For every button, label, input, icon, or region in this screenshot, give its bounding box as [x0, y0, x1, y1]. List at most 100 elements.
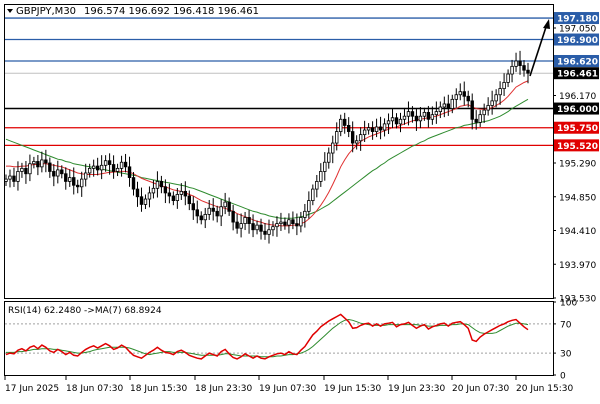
level-badge-bg	[554, 33, 599, 46]
candle-body	[28, 163, 32, 175]
time-tick-label: 17 Jun 2025	[5, 384, 59, 394]
candle-body	[143, 198, 148, 205]
candle-body	[494, 94, 498, 102]
candle-body	[219, 206, 223, 217]
candle-body	[243, 217, 247, 224]
candle-body	[343, 118, 347, 126]
candle-body	[446, 103, 451, 109]
candle-body	[295, 223, 299, 227]
candle-body	[510, 65, 514, 75]
main-panel-frame	[4, 4, 554, 299]
level-badges: 197.180 196.900 196.620 196.000 195.750 195.5…	[554, 12, 599, 152]
candle-body	[255, 224, 259, 231]
candle-body	[40, 159, 44, 168]
candle-body	[52, 171, 56, 177]
candle-body	[36, 161, 40, 168]
level-badge-bg	[554, 54, 599, 67]
candle-body	[434, 111, 439, 116]
price-levels	[5, 17, 553, 147]
time-tick-label: 18 Jun 07:30	[66, 384, 123, 394]
level-badge-bg	[554, 139, 599, 152]
candle-body	[490, 100, 494, 106]
time-tick-label: 20 Jun 15:30	[516, 384, 573, 394]
candle-body	[83, 172, 88, 180]
candle-body	[275, 223, 279, 228]
candle-body	[211, 207, 215, 212]
price-tick-label: 195.290	[559, 160, 596, 170]
candles-layer	[4, 50, 530, 244]
ma-fast-line	[6, 80, 529, 227]
price-tick-label: 193.530	[559, 295, 596, 305]
candle-body	[279, 221, 283, 224]
candle-body	[458, 91, 462, 96]
candle-body	[526, 69, 530, 74]
candle-body	[394, 117, 399, 125]
candle-body	[442, 103, 447, 108]
candle-body	[378, 126, 383, 131]
candle-body	[482, 109, 486, 116]
candle-body	[207, 207, 211, 215]
time-tick-label: 19 Jun 07:30	[259, 384, 316, 394]
candle-body	[20, 167, 24, 172]
candle-body	[135, 188, 140, 198]
candle-body	[163, 186, 168, 194]
candle-body	[60, 169, 64, 175]
candle-body	[203, 213, 207, 221]
candle-body	[215, 210, 219, 217]
current-price-badge-bg	[554, 67, 599, 80]
trend-arrow	[529, 19, 550, 77]
candle-body	[251, 223, 255, 231]
candle-body	[48, 162, 52, 172]
candle-body	[183, 190, 188, 197]
candle-body	[131, 177, 136, 190]
candle-body	[16, 171, 20, 182]
candle-body	[486, 105, 490, 111]
candle-body	[56, 169, 60, 177]
candle-body	[478, 114, 482, 123]
candle-body	[414, 115, 419, 122]
candle-body	[8, 175, 12, 180]
candle-body	[271, 226, 275, 231]
candle-body	[76, 184, 80, 188]
candle-body	[263, 230, 267, 235]
candle-body	[291, 219, 295, 224]
candle-body	[231, 210, 235, 223]
rsi-tick-label: 70	[560, 320, 572, 330]
candle-body	[80, 178, 84, 188]
candle-body	[147, 192, 152, 200]
header-symbol: GBPJPY,M30	[16, 6, 76, 17]
candle-body	[44, 159, 48, 164]
candle-body	[155, 181, 160, 189]
candle-body	[299, 217, 303, 227]
candle-body	[366, 127, 371, 131]
trend-arrow-line	[529, 23, 548, 77]
candle-body	[72, 177, 76, 186]
candle-body	[179, 190, 184, 195]
candle-body	[247, 217, 251, 224]
price-tick-label: 194.850	[559, 193, 596, 203]
candle-body	[358, 134, 363, 142]
current-price-badge-label: 196.461	[557, 70, 598, 80]
candle-body	[315, 181, 319, 190]
candle-body	[390, 117, 395, 122]
candle-body	[107, 160, 112, 165]
candle-body	[402, 115, 407, 120]
level-badge-label: 196.620	[557, 57, 598, 67]
level-badge-label: 195.520	[557, 142, 598, 152]
candle-body	[199, 215, 203, 221]
candle-body	[422, 111, 427, 117]
collapse-triangle-icon[interactable]	[7, 9, 13, 13]
candle-body	[311, 188, 315, 201]
candle-body	[171, 195, 176, 201]
candle-body	[354, 140, 359, 144]
candle-body	[462, 91, 466, 97]
candle-body	[267, 229, 271, 235]
candle-body	[227, 201, 231, 212]
time-tick-label: 18 Jun 15:30	[130, 384, 187, 394]
candle-body	[426, 111, 431, 120]
time-tick-label: 18 Jun 23:30	[195, 384, 252, 394]
candle-body	[127, 166, 132, 178]
candle-body	[470, 100, 474, 120]
ma-fast-layer	[6, 80, 529, 227]
